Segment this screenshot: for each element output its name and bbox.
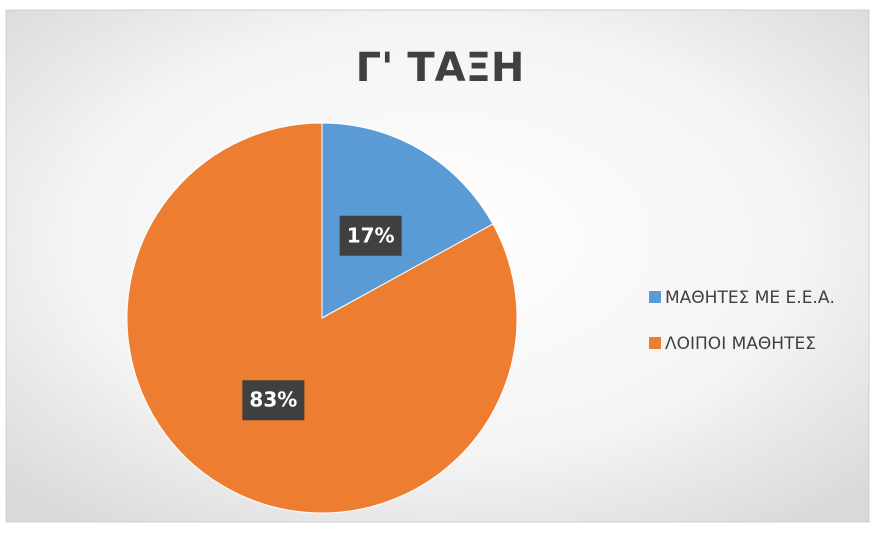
legend-swatch bbox=[649, 337, 661, 349]
chart-title: Γ' ΤΑΞΗ bbox=[356, 45, 525, 91]
data-label-box bbox=[242, 380, 305, 421]
data-label: 17% bbox=[347, 223, 395, 247]
legend-label: ΛΟΙΠΟΙ ΜΑΘΗΤΕΣ bbox=[665, 334, 816, 354]
pie-slice bbox=[126, 122, 518, 514]
pie-slice bbox=[321, 122, 494, 319]
legend-swatch bbox=[649, 291, 661, 303]
legend-label: ΜΑΘΗΤΕΣ ΜΕ Ε.Ε.Α. bbox=[665, 288, 835, 308]
data-label: 83% bbox=[249, 388, 297, 412]
data-label-box bbox=[339, 215, 402, 256]
